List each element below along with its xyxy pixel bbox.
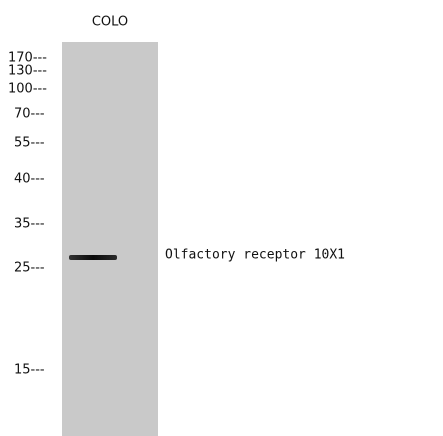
marker-label: 55--- (14, 136, 45, 151)
marker-label: 100--- (8, 82, 47, 97)
marker-label: 25--- (14, 261, 45, 276)
lane (62, 42, 158, 436)
marker-label: 40--- (14, 172, 45, 187)
lane-label: COLO (92, 15, 128, 30)
marker-label: 130--- (8, 64, 47, 79)
western-blot: COLO 170--- 130--- 100--- 70--- 55--- 40… (0, 0, 443, 436)
marker-label: 70--- (14, 107, 45, 122)
marker-label: 15--- (14, 363, 45, 378)
marker-label: 35--- (14, 217, 45, 232)
band-label: Olfactory receptor 10X1 (165, 248, 345, 263)
band (69, 255, 117, 260)
